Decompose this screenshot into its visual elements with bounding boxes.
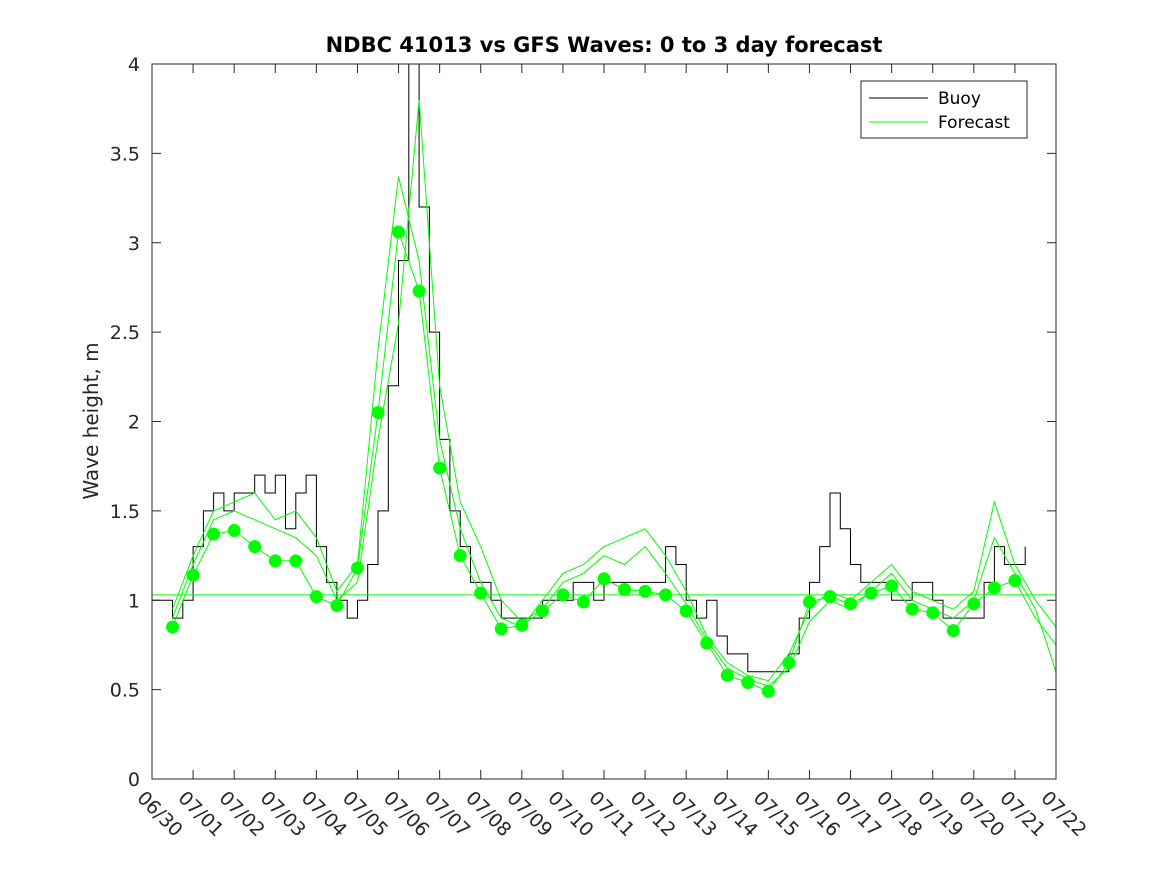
legend-buoy-label: Buoy xyxy=(938,89,981,109)
y-tick-label: 1 xyxy=(128,590,140,612)
forecast-point xyxy=(350,561,364,575)
forecast-point xyxy=(268,554,282,568)
forecast-point xyxy=(926,606,940,620)
forecast-point xyxy=(967,597,981,611)
y-axis-label: Wave height, m xyxy=(79,342,103,499)
forecast-point xyxy=(392,225,406,239)
y-tick-label: 3 xyxy=(128,233,140,255)
forecast-point xyxy=(802,595,816,609)
forecast-point xyxy=(864,586,878,600)
forecast-point xyxy=(535,604,549,618)
forecast-point xyxy=(1008,574,1022,588)
legend-box xyxy=(860,80,1028,139)
forecast-point xyxy=(905,602,919,616)
forecast-point xyxy=(474,586,488,600)
forecast-point xyxy=(207,527,221,541)
forecast-point xyxy=(782,656,796,670)
forecast-point xyxy=(700,636,714,650)
forecast-point xyxy=(309,590,323,604)
forecast-point xyxy=(494,622,508,636)
legend-forecast-label: Forecast xyxy=(938,113,1010,133)
forecast-point xyxy=(433,461,447,475)
forecast-point xyxy=(597,572,611,586)
y-tick-label: 0.5 xyxy=(110,680,140,702)
plot-area xyxy=(152,64,1056,779)
y-tick-label: 2 xyxy=(128,412,140,434)
forecast-point xyxy=(823,590,837,604)
y-tick-label: 4 xyxy=(128,54,140,76)
y-tick-label: 2.5 xyxy=(110,322,140,344)
y-tick-label: 3.5 xyxy=(110,143,140,165)
forecast-point xyxy=(227,524,241,538)
forecast-point xyxy=(679,604,693,618)
forecast-point xyxy=(741,675,755,689)
forecast-point xyxy=(453,549,467,563)
y-tick-label: 0 xyxy=(128,769,140,791)
forecast-point xyxy=(412,284,426,298)
forecast-point xyxy=(330,599,344,613)
y-tick-label: 1.5 xyxy=(110,501,140,523)
forecast-point xyxy=(371,406,385,420)
forecast-point xyxy=(885,579,899,593)
y-axis-ticks: 0 0.5 1 1.5 2 2.5 3 3.5 4 xyxy=(110,54,1056,791)
forecast-point xyxy=(618,583,632,597)
forecast-point xyxy=(166,620,180,634)
forecast-point xyxy=(248,540,262,554)
forecast-point xyxy=(659,588,673,602)
forecast-point xyxy=(946,624,960,638)
forecast-point xyxy=(576,595,590,609)
forecast-run-line-2 xyxy=(172,176,1057,682)
legend: Buoy Forecast xyxy=(860,80,1028,139)
chart-title: NDBC 41013 vs GFS Waves: 0 to 3 day fore… xyxy=(326,33,883,57)
forecast-point xyxy=(186,568,200,582)
forecast-point xyxy=(556,588,570,602)
forecast-run-line-3 xyxy=(172,99,1057,687)
forecast-point xyxy=(638,584,652,598)
forecast-point xyxy=(844,597,858,611)
forecast-point xyxy=(761,684,775,698)
data-layer xyxy=(152,63,1057,698)
forecast-point xyxy=(515,618,529,632)
forecast-point xyxy=(289,554,303,568)
forecast-point xyxy=(720,668,734,682)
forecast-point xyxy=(987,581,1001,595)
